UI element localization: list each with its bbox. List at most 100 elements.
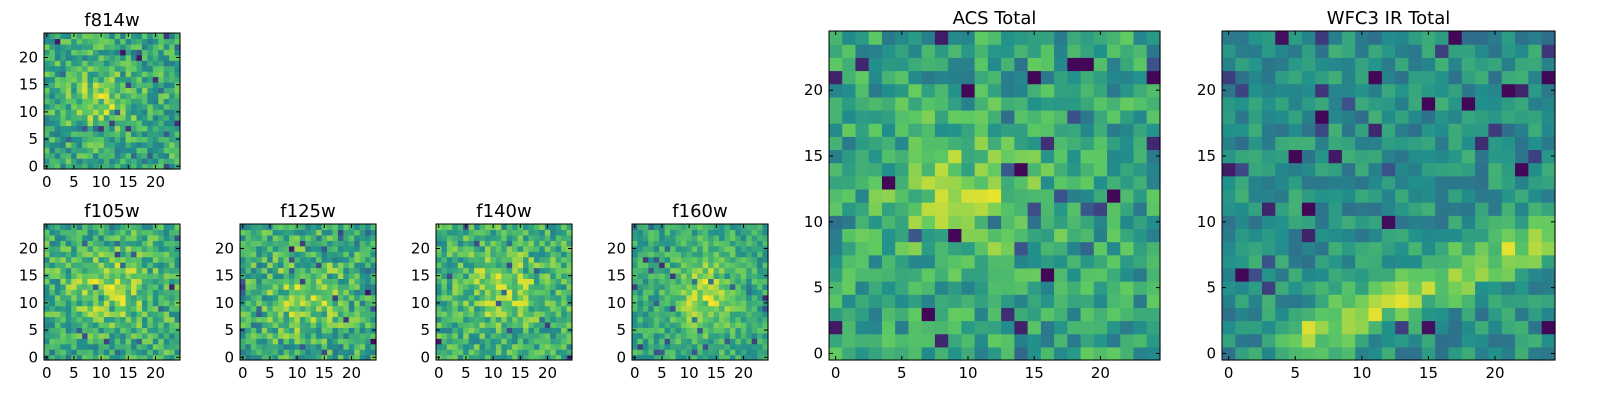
heatmap-cell	[517, 305, 524, 312]
heatmap-cell	[87, 343, 94, 350]
heatmap-cell	[1120, 83, 1135, 98]
heatmap-cell	[1067, 320, 1082, 335]
heatmap-cell	[457, 251, 464, 258]
heatmap-cell	[632, 262, 639, 269]
heatmap-cell	[702, 294, 709, 301]
heatmap-cell	[136, 332, 143, 339]
heatmap-cell	[948, 294, 962, 308]
heatmap-cell	[299, 311, 306, 318]
heatmap-cell	[961, 109, 976, 124]
heatmap-cell	[1235, 202, 1250, 216]
heatmap-cell	[82, 49, 89, 56]
heatmap-cell	[895, 136, 910, 151]
heatmap-cell	[288, 311, 295, 318]
heatmap-cell	[158, 262, 165, 269]
heatmap-cell	[131, 272, 138, 279]
heatmap-cell	[539, 224, 546, 231]
heatmap-cell	[114, 354, 121, 361]
heatmap-cell	[762, 251, 769, 258]
heatmap-cell	[506, 262, 513, 269]
heatmap-cell	[457, 321, 464, 328]
heatmap-cell	[141, 158, 148, 165]
heatmap-cell	[642, 321, 649, 328]
heatmap-cell	[98, 278, 105, 285]
heatmap-cell	[561, 354, 568, 361]
heatmap-cell	[1040, 123, 1055, 137]
heatmap-cell	[868, 109, 883, 124]
heatmap-cell	[103, 251, 110, 258]
heatmap-cell	[305, 294, 312, 301]
heatmap-cell	[337, 224, 344, 231]
heatmap-cell	[1014, 31, 1029, 45]
heatmap-cell	[533, 327, 540, 334]
heatmap-cell	[1328, 83, 1343, 98]
heatmap-cell	[299, 267, 306, 274]
heatmap-cell	[65, 38, 72, 45]
heatmap-cell	[272, 354, 279, 361]
heatmap-cell	[136, 130, 143, 137]
heatmap-cell	[332, 316, 339, 323]
heatmap-cell	[523, 224, 530, 231]
heatmap-cell	[1301, 83, 1316, 98]
heatmap-cell	[1080, 31, 1095, 45]
heatmap-cell	[141, 305, 148, 312]
heatmap-cell	[987, 57, 1002, 72]
heatmap-cell	[457, 224, 464, 231]
heatmap-cell	[948, 123, 962, 137]
heatmap-cell	[152, 278, 159, 285]
heatmap-cell	[109, 240, 116, 247]
heatmap-cell	[1501, 215, 1516, 229]
heatmap-cell	[1475, 136, 1489, 151]
heatmap-cell	[87, 316, 94, 323]
heatmap-cell	[479, 316, 486, 323]
heatmap-cell	[82, 332, 89, 339]
heatmap-cell	[842, 70, 857, 85]
heatmap-cell	[1395, 123, 1410, 137]
heatmap-cell	[842, 267, 857, 282]
heatmap-cell	[1093, 162, 1108, 177]
heatmap-cell	[1288, 294, 1303, 308]
heatmap-cell	[921, 162, 936, 177]
heatmap-cell	[648, 338, 655, 345]
heatmap-cell	[147, 109, 154, 116]
heatmap-cell	[1381, 333, 1396, 348]
heatmap-cell	[158, 240, 165, 247]
heatmap-cell	[501, 262, 508, 269]
heatmap-cell	[87, 92, 94, 99]
heatmap-cell	[310, 245, 317, 252]
heatmap-cell	[479, 289, 486, 296]
heatmap-cell	[757, 332, 764, 339]
heatmap-cell	[697, 294, 704, 301]
heatmap-cell	[141, 147, 148, 154]
heatmap-cell	[327, 278, 334, 285]
heatmap-cell	[1355, 254, 1370, 269]
f814w-title: f814w	[84, 10, 139, 31]
heatmap-cell	[708, 240, 715, 247]
heatmap-cell	[1120, 149, 1135, 164]
heatmap-cell	[103, 343, 110, 350]
heatmap-cell	[1368, 346, 1383, 361]
heatmap-cell	[544, 316, 551, 323]
heatmap-cell	[174, 114, 181, 121]
heatmap-cell	[501, 234, 508, 241]
heatmap-cell	[92, 141, 99, 148]
heatmap-cell	[125, 234, 132, 241]
heatmap-cell	[120, 283, 127, 290]
heatmap-cell	[332, 229, 339, 236]
heatmap-cell	[147, 49, 154, 56]
heatmap-cell	[561, 251, 568, 258]
heatmap-cell	[675, 234, 682, 241]
heatmap-cell	[174, 316, 181, 323]
heatmap-cell	[1014, 215, 1029, 229]
heatmap-cell	[120, 54, 127, 61]
heatmap-cell	[1315, 175, 1330, 190]
heatmap-cell	[343, 278, 350, 285]
heatmap-cell	[729, 332, 736, 339]
heatmap-cell	[1541, 294, 1556, 308]
heatmap-cell	[697, 305, 704, 312]
heatmap-cell	[974, 123, 989, 137]
heatmap-cell	[316, 349, 323, 356]
heatmap-cell	[1040, 241, 1055, 256]
heatmap-cell	[746, 272, 753, 279]
heatmap-cell	[881, 320, 896, 335]
